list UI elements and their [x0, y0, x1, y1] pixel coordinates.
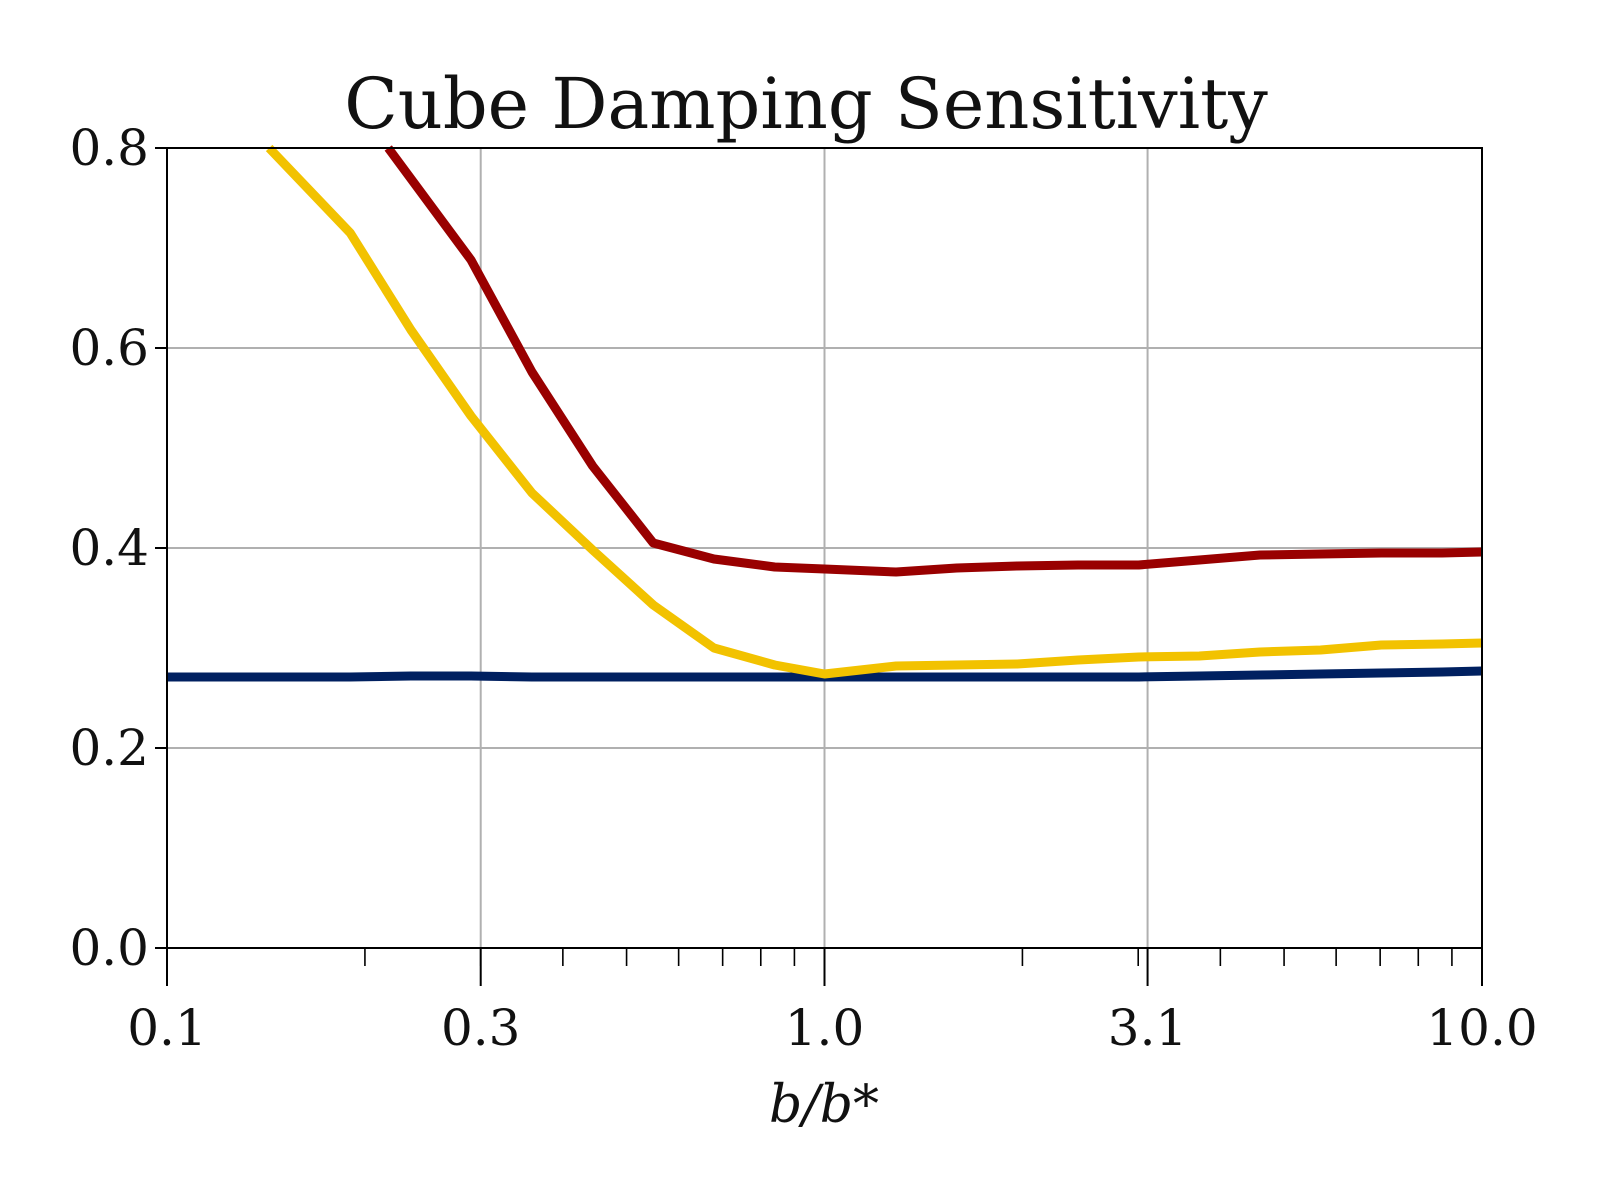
y-tick-label: 0.8 — [69, 119, 149, 177]
x-tick-label: 0.1 — [127, 999, 207, 1057]
y-tick-label: 0.4 — [69, 519, 149, 577]
x-tick-label: 10.0 — [1426, 999, 1537, 1057]
series-line-3 — [384, 145, 1483, 577]
y-tick-label: 0.6 — [69, 319, 149, 377]
chart-title: Cube Damping Sensitivity — [344, 63, 1268, 145]
series-line-2 — [265, 144, 1483, 679]
x-tick-label: 1.0 — [785, 999, 865, 1057]
axis-layer: 0.0 0.2 0.4 0.6 0.8 0.1 0.3 1.0 3.1 10.0 — [69, 119, 1537, 1057]
x-tick-label: 3.1 — [1108, 999, 1188, 1057]
series-layer — [167, 144, 1483, 682]
grid-layer — [166, 147, 1483, 949]
x-axis-label: b/b* — [769, 1075, 879, 1135]
y-tick-label: 0.2 — [69, 719, 149, 777]
y-tick-label: 0.0 — [69, 919, 149, 977]
x-tick-label: 0.3 — [441, 999, 521, 1057]
